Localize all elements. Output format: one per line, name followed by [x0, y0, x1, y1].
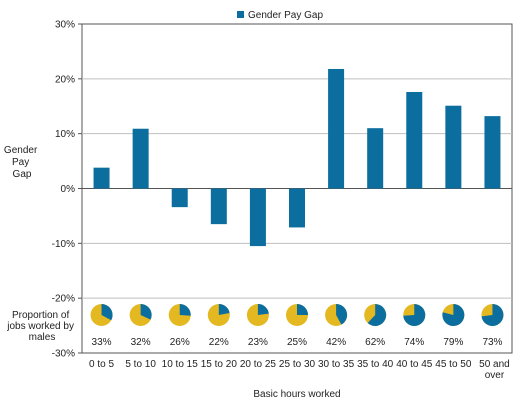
pie-male-slice: [336, 304, 348, 325]
pie-male-slice: [140, 304, 152, 320]
x-axis-label: Basic hours worked: [253, 389, 340, 400]
pie-male-slice: [257, 304, 269, 315]
x-tick-label: 45 to 50: [435, 359, 472, 370]
male-share-pie: [129, 304, 152, 326]
male-share-label: Proportion of jobs worked by males: [6, 310, 76, 343]
pie-male-slice: [179, 304, 191, 316]
male-share-value: 62%: [365, 337, 385, 348]
y-tick-label: 30%: [55, 20, 75, 31]
male-share-pie: [90, 304, 113, 326]
bar: [249, 188, 266, 247]
male-share-pie: [442, 304, 465, 327]
male-share-value: 33%: [92, 337, 112, 348]
bar: [328, 68, 345, 189]
pie-male-slice: [218, 304, 230, 315]
male-share-pie: [481, 304, 504, 326]
bar: [132, 128, 149, 189]
x-tick-label: 40 to 45: [396, 359, 433, 370]
x-tick-label: 25 to 30: [279, 359, 316, 370]
male-share-pie: [168, 304, 191, 326]
male-share-pie: [403, 303, 426, 326]
x-tick-label: 5 to 10: [125, 359, 156, 370]
x-tick-labels: 0 to 5 5 to 10 10 to 15 15 to 20 20 to 25 25 …: [89, 359, 510, 381]
x-tick-label: 35 to 40: [357, 359, 394, 370]
y-tick-labels: 30% 20% 10% 0% -10% -20% -30%: [52, 20, 75, 360]
male-share-value: 42%: [326, 337, 346, 348]
y-tick-label: 10%: [55, 129, 75, 140]
pie-male-slice: [442, 304, 465, 327]
male-share-pie: [246, 304, 269, 326]
pie-male-slice: [297, 304, 308, 315]
pie-male-slice: [367, 304, 387, 326]
pie-male-slice: [101, 304, 113, 321]
x-tick-label: 10 to 15: [162, 359, 199, 370]
male-share-value: 25%: [287, 337, 307, 348]
legend-label: Gender Pay Gap: [248, 10, 323, 21]
x-tick-label: 0 to 5: [89, 359, 114, 370]
y-tick-label: 20%: [55, 74, 75, 85]
bars: [93, 68, 501, 247]
male-share-pie: [364, 304, 387, 326]
y-axis-label: Gender Pay Gap: [4, 145, 40, 180]
x-tick-label: 20 to 25: [240, 359, 277, 370]
y-tick-label: -20%: [52, 294, 75, 305]
bar: [289, 188, 305, 228]
bar: [210, 188, 227, 225]
pie-male-slice: [403, 303, 426, 326]
x-tick-label: 50 and over: [479, 359, 510, 381]
x-tick-label: 15 to 20: [201, 359, 238, 370]
y-tick-label: -30%: [52, 349, 75, 360]
bar: [484, 116, 501, 189]
male-share-pie: [325, 304, 348, 326]
pie-row: 33% 32% 26% 22% 23% 25% 42% 62% 74% 79% 73%: [90, 303, 504, 348]
x-tick-label: 30 to 35: [318, 359, 355, 370]
male-share-value: 32%: [131, 337, 151, 348]
male-share-value: 23%: [248, 337, 268, 348]
legend-swatch: [237, 11, 244, 18]
bar: [367, 128, 384, 189]
bar: [406, 91, 423, 189]
male-share-value: 79%: [443, 337, 463, 348]
bar: [93, 167, 110, 189]
male-share-pie: [286, 304, 308, 326]
male-share-value: 74%: [404, 337, 424, 348]
pie-male-slice: [481, 304, 504, 326]
male-share-value: 22%: [209, 337, 229, 348]
y-tick-label: 0%: [61, 184, 76, 195]
male-share-value: 73%: [482, 337, 502, 348]
bar: [171, 188, 188, 208]
male-share-value: 26%: [170, 337, 190, 348]
y-tick-label: -10%: [52, 239, 75, 250]
bar: [445, 105, 462, 189]
male-share-pie: [207, 304, 230, 326]
